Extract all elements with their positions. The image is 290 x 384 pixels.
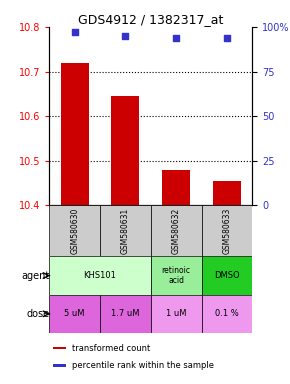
Bar (49, 295, 100, 333)
Bar (202, 257, 252, 295)
Bar (61, 63, 89, 205)
Text: GSM580630: GSM580630 (70, 208, 79, 254)
Text: GSM580631: GSM580631 (121, 208, 130, 254)
Bar (202, 295, 252, 333)
Text: 1 uM: 1 uM (166, 310, 186, 318)
Title: GDS4912 / 1382317_at: GDS4912 / 1382317_at (78, 13, 224, 26)
Text: DMSO: DMSO (214, 271, 240, 280)
Bar (151, 205, 202, 257)
Text: GSM580632: GSM580632 (172, 208, 181, 254)
Point (123, 33, 128, 39)
Bar (151, 257, 202, 295)
Text: 5 uM: 5 uM (64, 310, 85, 318)
Bar (53, 364, 66, 367)
Bar (151, 295, 202, 333)
Text: agent: agent (21, 271, 49, 281)
Text: dose: dose (26, 309, 49, 319)
Bar (49, 257, 151, 295)
Text: retinoic
acid: retinoic acid (162, 266, 191, 285)
Bar (213, 181, 241, 205)
Bar (100, 205, 151, 257)
Bar (162, 170, 190, 205)
Bar (111, 96, 139, 205)
Text: KHS101: KHS101 (84, 271, 117, 280)
Text: 0.1 %: 0.1 % (215, 310, 239, 318)
Text: percentile rank within the sample: percentile rank within the sample (72, 361, 214, 370)
Text: GSM580633: GSM580633 (222, 208, 231, 254)
Text: transformed count: transformed count (72, 344, 150, 353)
Point (174, 35, 179, 41)
Bar (100, 295, 151, 333)
Text: 1.7 uM: 1.7 uM (111, 310, 140, 318)
Bar (53, 347, 66, 349)
Point (224, 35, 229, 41)
Point (72, 29, 77, 35)
Bar (202, 205, 252, 257)
Bar (49, 205, 100, 257)
